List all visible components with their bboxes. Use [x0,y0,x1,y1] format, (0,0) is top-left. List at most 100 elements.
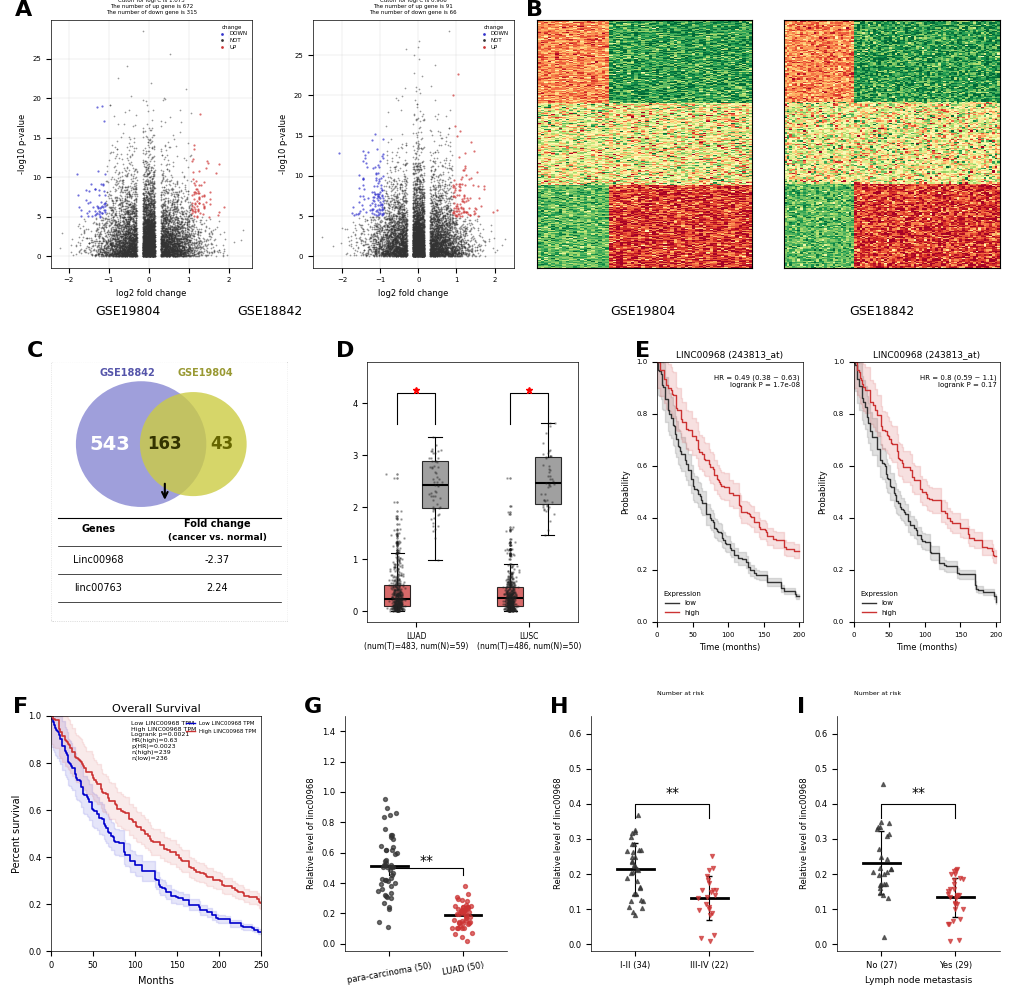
Point [339,246,356,262]
Point [141,221,157,237]
Point [424,241,440,257]
Point [387,213,404,229]
Point [122,188,139,204]
Point [156,218,172,234]
Point [146,235,162,251]
Point [118,221,135,237]
Point [145,246,161,262]
Point [455,213,472,229]
Point [408,220,424,236]
Point [94,229,110,245]
Point [166,242,182,258]
Point [139,218,155,234]
Point [410,133,426,149]
Point [159,236,175,252]
Point [120,220,137,236]
Point [125,208,142,224]
Point [173,210,190,226]
Point [405,228,421,244]
Point [408,244,424,260]
Point [162,220,178,236]
Point [75,224,92,240]
Point [411,159,427,174]
Point [141,224,157,240]
Point [453,904,470,920]
Point [111,191,127,207]
Point [393,601,410,616]
Point [136,238,152,254]
Point [408,241,424,257]
Point [170,225,186,241]
Point [441,207,458,223]
Point [139,234,155,250]
Point [431,194,447,210]
Point [67,246,84,262]
Point [201,244,217,260]
Point [112,186,128,202]
Point [158,203,174,219]
Point [432,210,448,226]
Point [174,228,191,244]
Point [141,239,157,255]
Point [112,226,128,242]
Point [409,228,425,244]
Point [123,233,140,249]
Point [127,239,144,255]
Point [344,241,361,257]
Point [171,219,187,235]
Point [112,245,128,261]
Point [414,231,430,247]
Point [136,233,152,249]
Point [388,601,405,616]
Point [116,247,132,263]
Point [203,229,219,245]
Point [139,205,155,221]
Point [141,157,157,172]
Point [145,198,161,214]
Point [159,237,175,253]
Point [145,246,161,262]
Point [413,202,429,218]
Point [137,218,153,234]
Point [90,238,106,254]
Point [415,220,431,236]
Point [407,186,423,202]
Point [430,244,446,260]
Point [127,232,144,248]
Point [408,222,424,238]
Point [412,248,428,264]
Point [141,236,157,252]
Point [159,199,175,215]
Point [422,228,438,244]
Point [410,247,426,263]
Point [170,240,186,256]
Point [136,231,152,247]
Point [413,238,429,254]
Point [138,189,154,205]
Point [408,179,424,195]
Point [124,234,141,250]
Point [406,242,422,258]
Point [430,244,446,260]
Point [882,861,899,877]
Point [373,871,389,887]
Point [388,545,405,561]
Point [163,233,179,249]
Point [394,238,411,254]
Point [405,155,421,170]
Point [139,235,155,251]
Point [376,247,392,263]
Point [161,248,177,264]
Point [386,237,403,253]
Point [439,225,455,241]
Point [108,246,124,262]
Point [405,219,421,235]
Point [428,230,444,246]
Point [145,247,161,263]
Point [109,225,125,241]
Point [408,242,424,258]
Point [166,212,182,228]
Point [364,247,380,263]
Point [143,214,159,230]
Point [383,183,399,199]
